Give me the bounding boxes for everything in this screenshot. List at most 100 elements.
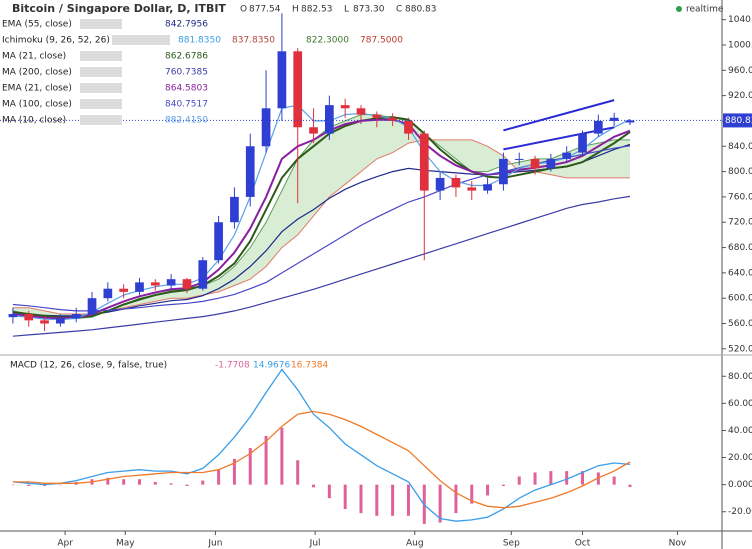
candle-body xyxy=(214,222,223,261)
y-tick-label: 960.00 xyxy=(728,66,752,76)
y-tick-label: 920.00 xyxy=(728,91,752,101)
candle-body xyxy=(182,279,192,289)
ohlc-value: 882.53 xyxy=(301,5,333,15)
y-tick-label: 560.00 xyxy=(728,319,752,329)
histogram-bar xyxy=(359,484,363,514)
macd-line xyxy=(12,368,631,522)
legend-icons xyxy=(80,51,122,61)
y-tick-label: 600.00 xyxy=(728,294,752,304)
histogram-bar xyxy=(296,460,300,485)
x-tick-label: Oct xyxy=(575,539,591,549)
ohlc-key: C xyxy=(396,5,402,15)
histogram-bar xyxy=(185,484,189,486)
candle-body xyxy=(71,314,81,319)
histogram-bar xyxy=(11,484,15,486)
macd-title: MACD (12, 26, close, 9, false, true) xyxy=(10,361,167,371)
histogram-bar xyxy=(406,484,410,516)
y-tick-label: -20.0000 xyxy=(728,507,752,517)
histogram-bar xyxy=(327,484,331,499)
histogram-bar xyxy=(58,484,62,486)
histogram-bar xyxy=(248,448,252,485)
histogram-bar xyxy=(264,435,268,485)
histogram-bar xyxy=(375,484,379,516)
candle-body xyxy=(562,152,572,159)
candle-body xyxy=(150,282,160,286)
histogram-bar xyxy=(201,480,205,485)
candle-body xyxy=(356,108,366,115)
candle-body xyxy=(56,318,65,324)
histogram-bar xyxy=(217,469,221,485)
ohlc-value: 873.30 xyxy=(353,5,385,15)
x-tick-label: Aug xyxy=(406,539,424,549)
legend-label: MA (100, close) xyxy=(2,100,72,110)
legend-value: 16.7384 xyxy=(291,361,328,371)
candle-body xyxy=(372,114,382,118)
last-price-label: 880.83 xyxy=(725,116,752,126)
candle-body xyxy=(293,51,303,128)
x-tick-label: Jun xyxy=(207,539,222,549)
trendline xyxy=(503,99,615,132)
last-price-badge xyxy=(723,113,752,128)
histogram-bar xyxy=(153,481,157,485)
legend-icons xyxy=(80,19,122,29)
x-tick-label: Apr xyxy=(57,539,73,549)
legend-value: 881.8350 xyxy=(178,36,221,46)
y-tick-label: 60.0000 xyxy=(728,399,752,409)
histogram-bar xyxy=(106,477,110,485)
y-tick-label: 760.00 xyxy=(728,192,752,202)
y-tick-label: 0.0000 xyxy=(728,480,752,490)
candle-body xyxy=(467,187,477,191)
status: realtime xyxy=(686,5,724,15)
candle-body xyxy=(230,196,239,223)
histogram-bar xyxy=(533,472,537,485)
legend-icons xyxy=(80,115,122,125)
candle-body xyxy=(499,158,508,185)
candle-body xyxy=(24,314,34,321)
candle-body xyxy=(166,279,176,286)
candle-body xyxy=(609,117,619,121)
y-tick-label: 40.0000 xyxy=(728,426,752,436)
candle-body xyxy=(435,177,445,191)
histogram-bar xyxy=(232,458,236,485)
indicator-line xyxy=(12,195,631,337)
legend-value: -1.7708 xyxy=(215,361,250,371)
y-tick-label: 1000.00 xyxy=(728,40,752,50)
histogram-bar xyxy=(43,484,47,486)
legend-icons xyxy=(80,83,122,93)
legend-label: MA (10, close) xyxy=(2,116,66,126)
x-tick-label: May xyxy=(116,539,135,549)
legend-value: 864.5803 xyxy=(165,84,208,94)
y-tick-label: 80.0000 xyxy=(728,372,752,382)
histogram-bar xyxy=(343,484,347,510)
ohlc-key: L xyxy=(344,5,349,15)
legend-label: MA (200, close) xyxy=(2,68,72,78)
candle-body xyxy=(514,158,524,160)
histogram-bar xyxy=(581,471,585,485)
legend-value: 14.9676 xyxy=(253,361,290,371)
histogram-bar xyxy=(122,479,126,485)
candle-body xyxy=(325,105,334,134)
legend-icons xyxy=(80,67,122,77)
indicator-line xyxy=(12,118,631,320)
y-tick-label: 520.00 xyxy=(728,344,752,354)
x-tick-label: Nov xyxy=(669,539,687,549)
candle-body xyxy=(40,320,49,324)
indicator-line xyxy=(12,116,631,319)
candle-body xyxy=(87,298,97,315)
legend-icons xyxy=(112,35,170,45)
ichimoku-cloud xyxy=(12,114,630,319)
candle-body xyxy=(261,108,271,147)
candle-body xyxy=(593,120,603,134)
legend-icons xyxy=(80,99,122,109)
candle-body xyxy=(451,177,461,188)
indicator-line xyxy=(12,143,631,317)
y-tick-label: 640.00 xyxy=(728,268,752,278)
legend-label: EMA (55, close) xyxy=(2,20,72,30)
macd-line xyxy=(12,410,631,509)
candle-body xyxy=(277,51,287,109)
y-tick-label: 20.0000 xyxy=(728,453,752,463)
y-tick-label: 720.00 xyxy=(728,218,752,228)
histogram-bar xyxy=(438,484,442,523)
x-tick-label: Sep xyxy=(503,539,520,549)
